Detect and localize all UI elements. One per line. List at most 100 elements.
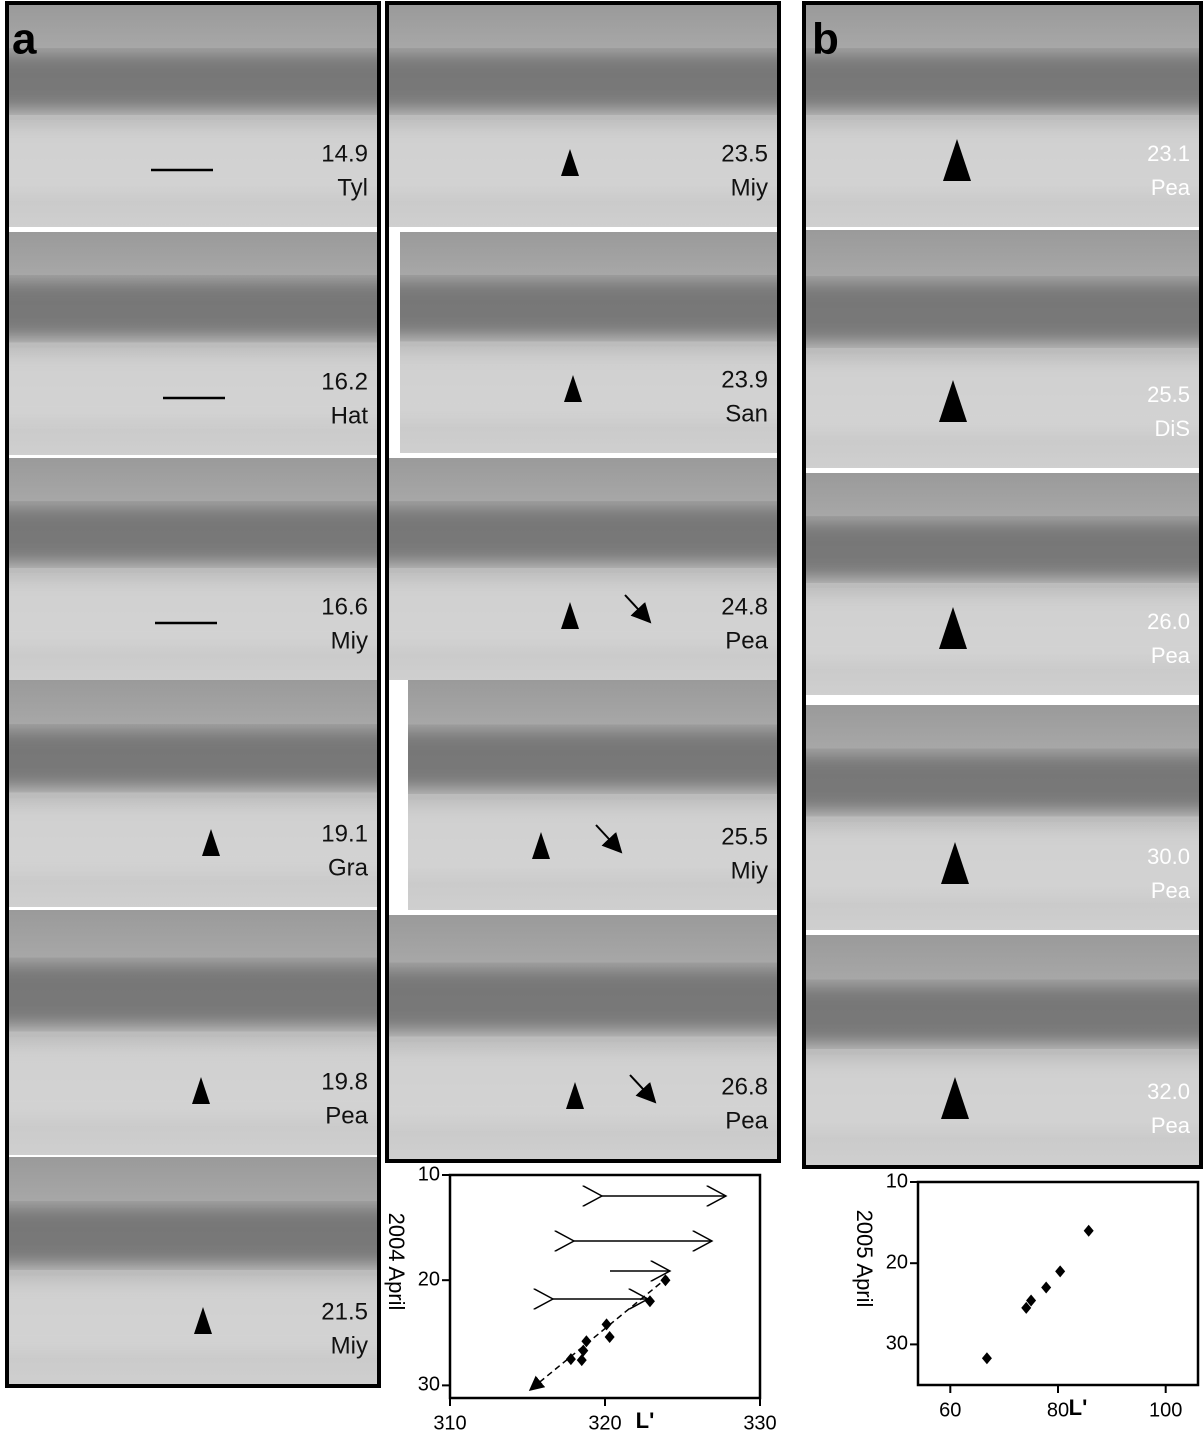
image-panels: 14.9 Tyl 16.2 Hat 16.6 Miy 19.1 Gra 19.8 Pea 21.5 M… — [0, 5, 1203, 1385]
image-frame: 23.5 Miy — [368, 5, 798, 227]
frame-observer: Miy — [331, 1332, 368, 1359]
chart: 10 20 30 60 80 100 2005 April L' — [852, 1170, 1198, 1421]
image-frame: 23.1Pea — [785, 5, 1203, 227]
y-tick-label: 30 — [418, 1374, 440, 1396]
frame-date: 16.2 — [321, 368, 368, 395]
charts: 1020303103203302004 AprilL'1020306080100… — [384, 1163, 1198, 1434]
panel-label: a — [12, 15, 37, 64]
light-zone — [785, 829, 1203, 897]
dark-band — [785, 755, 1203, 811]
figure: 14.9 Tyl 16.2 Hat 16.6 Miy 19.1 Gra 19.8 Pea 21.5 M… — [0, 0, 1203, 1448]
image-frame: 26.8Pea — [368, 915, 798, 1160]
image-bg — [805, 473, 1200, 695]
dark-band — [368, 507, 798, 562]
image — [785, 473, 1203, 695]
image-bg — [388, 458, 778, 680]
dark-band — [0, 507, 398, 562]
image — [785, 935, 1203, 1165]
data-point — [566, 1353, 576, 1365]
frame-observer: Pea — [1151, 1113, 1191, 1138]
frame-observer: Hat — [331, 402, 369, 429]
frame-observer: Tyl — [337, 174, 368, 201]
frame-observer: San — [725, 400, 768, 427]
frame-date: 25.5 — [721, 823, 768, 850]
frame-date: 26.0 — [1147, 609, 1190, 634]
image-frame: 19.8 Pea — [0, 910, 398, 1155]
x-tick-label: 80 — [1047, 1399, 1069, 1421]
dark-band — [785, 522, 1203, 578]
dark-band — [785, 54, 1203, 109]
frame-date: 32.0 — [1147, 1079, 1190, 1104]
x-tick-label: 320 — [588, 1412, 621, 1434]
image-frame: 26.0 Pea — [785, 473, 1203, 695]
range-arrows — [530, 1196, 726, 1390]
x-axis-label: L' — [1069, 1395, 1088, 1420]
plot-frame — [918, 1182, 1198, 1385]
image-frame: 14.9 Tyl — [0, 5, 398, 227]
light-zone — [785, 361, 1203, 432]
x-tick-label: 100 — [1149, 1399, 1182, 1421]
frame-date: 21.5 — [321, 1298, 368, 1325]
frame-observer: Pea — [1151, 878, 1191, 903]
data-point — [660, 1274, 670, 1286]
y-tick-label: 20 — [418, 1268, 440, 1290]
dark-band — [785, 986, 1203, 1044]
image-frame: 16.6 Miy — [0, 458, 398, 680]
frame-date: 24.8 — [721, 593, 768, 620]
frame-observer: Pea — [725, 627, 768, 654]
image-frame: 19.1 Gra — [0, 680, 398, 907]
data-point — [645, 1295, 655, 1307]
x-axis-label: L' — [636, 1408, 655, 1433]
x-tick-label: 60 — [939, 1399, 961, 1421]
y-tick-label: 30 — [886, 1333, 908, 1355]
frame-observer: Pea — [325, 1102, 368, 1129]
frame-observer: Gra — [328, 854, 369, 881]
image — [785, 5, 1203, 227]
data-point — [1084, 1225, 1094, 1237]
light-zone — [785, 127, 1203, 194]
y-axis-label: 2005 April — [852, 1210, 877, 1308]
frame-date: 23.9 — [721, 366, 768, 393]
image-bg — [8, 458, 378, 680]
frame-date: 23.5 — [721, 140, 768, 167]
frame-date: 25.5 — [1147, 382, 1190, 407]
frame-observer: Miy — [331, 627, 368, 654]
image — [785, 230, 1203, 468]
frame-date: 14.9 — [321, 140, 368, 167]
frame-observer: Pea — [1151, 643, 1191, 668]
frame-observer: Miy — [731, 174, 768, 201]
image-bg — [400, 232, 778, 453]
image-frame: 25.5 Miy — [388, 680, 798, 910]
y-tick-label: 10 — [418, 1163, 440, 1185]
data-point — [1055, 1265, 1065, 1277]
dark-band — [368, 969, 798, 1030]
data-point — [605, 1331, 615, 1343]
y-axis-label: 2004 April — [384, 1213, 409, 1311]
image-frame: 24.8 Pea — [368, 458, 798, 680]
dark-band — [0, 730, 398, 787]
dark-band — [0, 1207, 398, 1264]
y-tick-label: 10 — [886, 1170, 908, 1192]
dark-band — [368, 54, 798, 109]
data-point — [577, 1354, 587, 1366]
image-bg — [8, 680, 378, 907]
y-tick-label: 20 — [886, 1251, 908, 1273]
data-point — [1041, 1282, 1051, 1294]
dark-band — [388, 731, 798, 789]
image-frame: 21.5 Miy — [0, 1157, 398, 1385]
frame-date: 26.8 — [721, 1073, 768, 1100]
frame-observer: Miy — [731, 857, 768, 884]
image-frame: 23.9 San — [380, 232, 798, 453]
plot-frame — [450, 1175, 760, 1398]
frame-date: 19.8 — [321, 1068, 368, 1095]
frame-date: 23.1 — [1147, 141, 1190, 166]
panel-label: b — [812, 15, 839, 64]
dark-band — [380, 281, 798, 336]
frame-date: 19.1 — [321, 820, 368, 847]
x-tick-label: 330 — [743, 1412, 776, 1434]
frame-date: 16.6 — [321, 593, 368, 620]
light-zone — [785, 1062, 1203, 1131]
dark-band — [0, 54, 398, 109]
